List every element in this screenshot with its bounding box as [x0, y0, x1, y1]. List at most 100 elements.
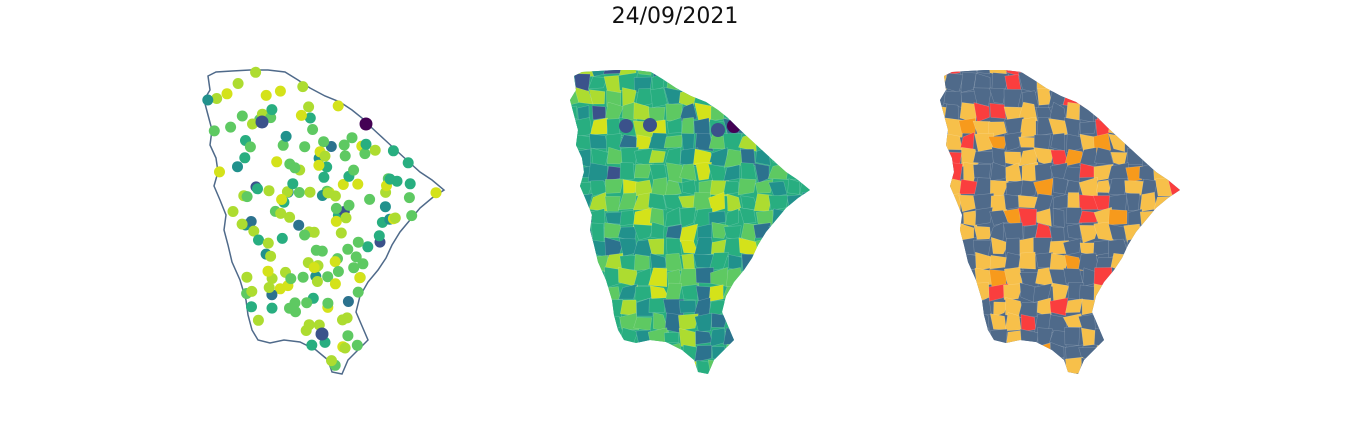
- municipality-cell: [940, 255, 948, 274]
- municipality-cell: [1078, 70, 1099, 79]
- station-point: [340, 212, 352, 224]
- municipality-cell: [1110, 371, 1129, 374]
- municipality-cell: [604, 178, 624, 194]
- municipality-cell: [1169, 89, 1180, 108]
- municipality-cell: [940, 89, 947, 109]
- municipality-cell: [944, 302, 961, 317]
- municipality-cell: [1169, 297, 1180, 317]
- municipality-cell: [592, 359, 610, 374]
- municipality-cell: [1107, 357, 1126, 374]
- municipality-cell: [664, 206, 681, 227]
- municipality-cell: [588, 312, 605, 330]
- station-point: [338, 139, 350, 151]
- station-point: [430, 187, 442, 199]
- municipality-cell: [577, 211, 594, 226]
- municipality-cell: [768, 253, 789, 273]
- municipality-cell: [1169, 210, 1180, 224]
- municipality-cell: [754, 326, 772, 344]
- municipality-cell: [768, 224, 789, 241]
- station-point: [214, 166, 225, 178]
- municipality-cell: [972, 344, 991, 359]
- municipality-cell: [1187, 284, 1200, 302]
- municipality-cell: [723, 164, 740, 182]
- municipality-cell: [800, 133, 810, 150]
- municipality-cell: [940, 121, 947, 137]
- municipality-cell: [1138, 282, 1158, 301]
- municipality-cell: [1049, 70, 1069, 79]
- municipality-cell: [973, 87, 992, 107]
- municipality-cell: [940, 284, 948, 303]
- municipality-cell: [940, 342, 950, 360]
- municipality-cell: [1184, 165, 1202, 181]
- municipality-cell: [589, 191, 609, 212]
- municipality-cell: [1064, 75, 1084, 93]
- municipality-cell: [1020, 180, 1038, 199]
- station-point: [303, 101, 315, 113]
- municipality-cell: [786, 239, 805, 259]
- municipality-cell: [800, 70, 810, 78]
- station-point: [359, 148, 371, 160]
- municipality-cell: [1065, 207, 1083, 224]
- station-point: [304, 186, 316, 198]
- municipality-cell: [1050, 226, 1065, 244]
- municipality-cell: [1020, 314, 1036, 333]
- municipality-cell: [602, 356, 624, 374]
- municipality-cell: [1006, 330, 1023, 347]
- municipality-cell: [678, 313, 699, 331]
- municipality-cell: [587, 162, 609, 182]
- station-point: [318, 171, 330, 183]
- municipality-cell: [1066, 133, 1082, 153]
- municipality-cell: [570, 195, 580, 214]
- municipality-cell: [1140, 252, 1159, 273]
- municipality-cell: [754, 70, 769, 78]
- municipality-cell: [786, 132, 803, 149]
- municipality-cell: [1153, 283, 1170, 301]
- station-point: [348, 164, 360, 176]
- municipality-cell: [694, 312, 713, 332]
- station-point: [308, 226, 320, 238]
- station-point: [352, 286, 364, 298]
- municipality-cell: [989, 87, 1007, 104]
- municipality-cell: [797, 163, 810, 183]
- municipality-cell: [813, 282, 832, 302]
- municipality-cell: [1154, 88, 1173, 107]
- station-point: [342, 296, 354, 307]
- municipality-cell: [944, 358, 962, 374]
- municipality-cell: [738, 70, 760, 75]
- municipality-cell: [1036, 208, 1052, 227]
- municipality-cell: [1126, 357, 1140, 374]
- municipality-cell: [1111, 75, 1128, 93]
- municipality-cell: [620, 375, 637, 391]
- municipality-cell: [1184, 223, 1204, 242]
- station-point: [260, 89, 272, 101]
- municipality-cell: [1096, 342, 1112, 364]
- municipality-cell: [1183, 178, 1201, 195]
- municipality-cell: [1108, 312, 1129, 332]
- station-point: [326, 355, 337, 367]
- municipality-cell: [800, 104, 810, 123]
- municipality-cell: [768, 132, 786, 152]
- municipality-cell: [1003, 193, 1023, 210]
- municipality-cell: [1184, 298, 1203, 314]
- municipality-cell: [647, 345, 667, 361]
- station-point: [245, 216, 257, 227]
- municipality-cell: [1081, 298, 1100, 316]
- municipality-cell: [960, 375, 976, 392]
- station-point: [300, 325, 312, 336]
- municipality-cell: [943, 70, 962, 76]
- station-point: [301, 297, 313, 309]
- municipality-cell: [753, 254, 774, 273]
- station-point: [379, 201, 391, 213]
- municipality-cell: [575, 254, 593, 269]
- municipality-cell: [940, 357, 947, 374]
- municipality-cell: [1168, 373, 1180, 374]
- municipality-cell: [1154, 210, 1174, 228]
- station-point: [281, 186, 293, 198]
- municipality-cell: [783, 282, 800, 303]
- municipality-cell: [1048, 268, 1068, 287]
- municipality-cell: [740, 372, 759, 374]
- station-point: [307, 124, 319, 135]
- municipality-cell: [940, 330, 947, 349]
- municipality-cell: [1004, 252, 1024, 272]
- station-point: [271, 156, 283, 168]
